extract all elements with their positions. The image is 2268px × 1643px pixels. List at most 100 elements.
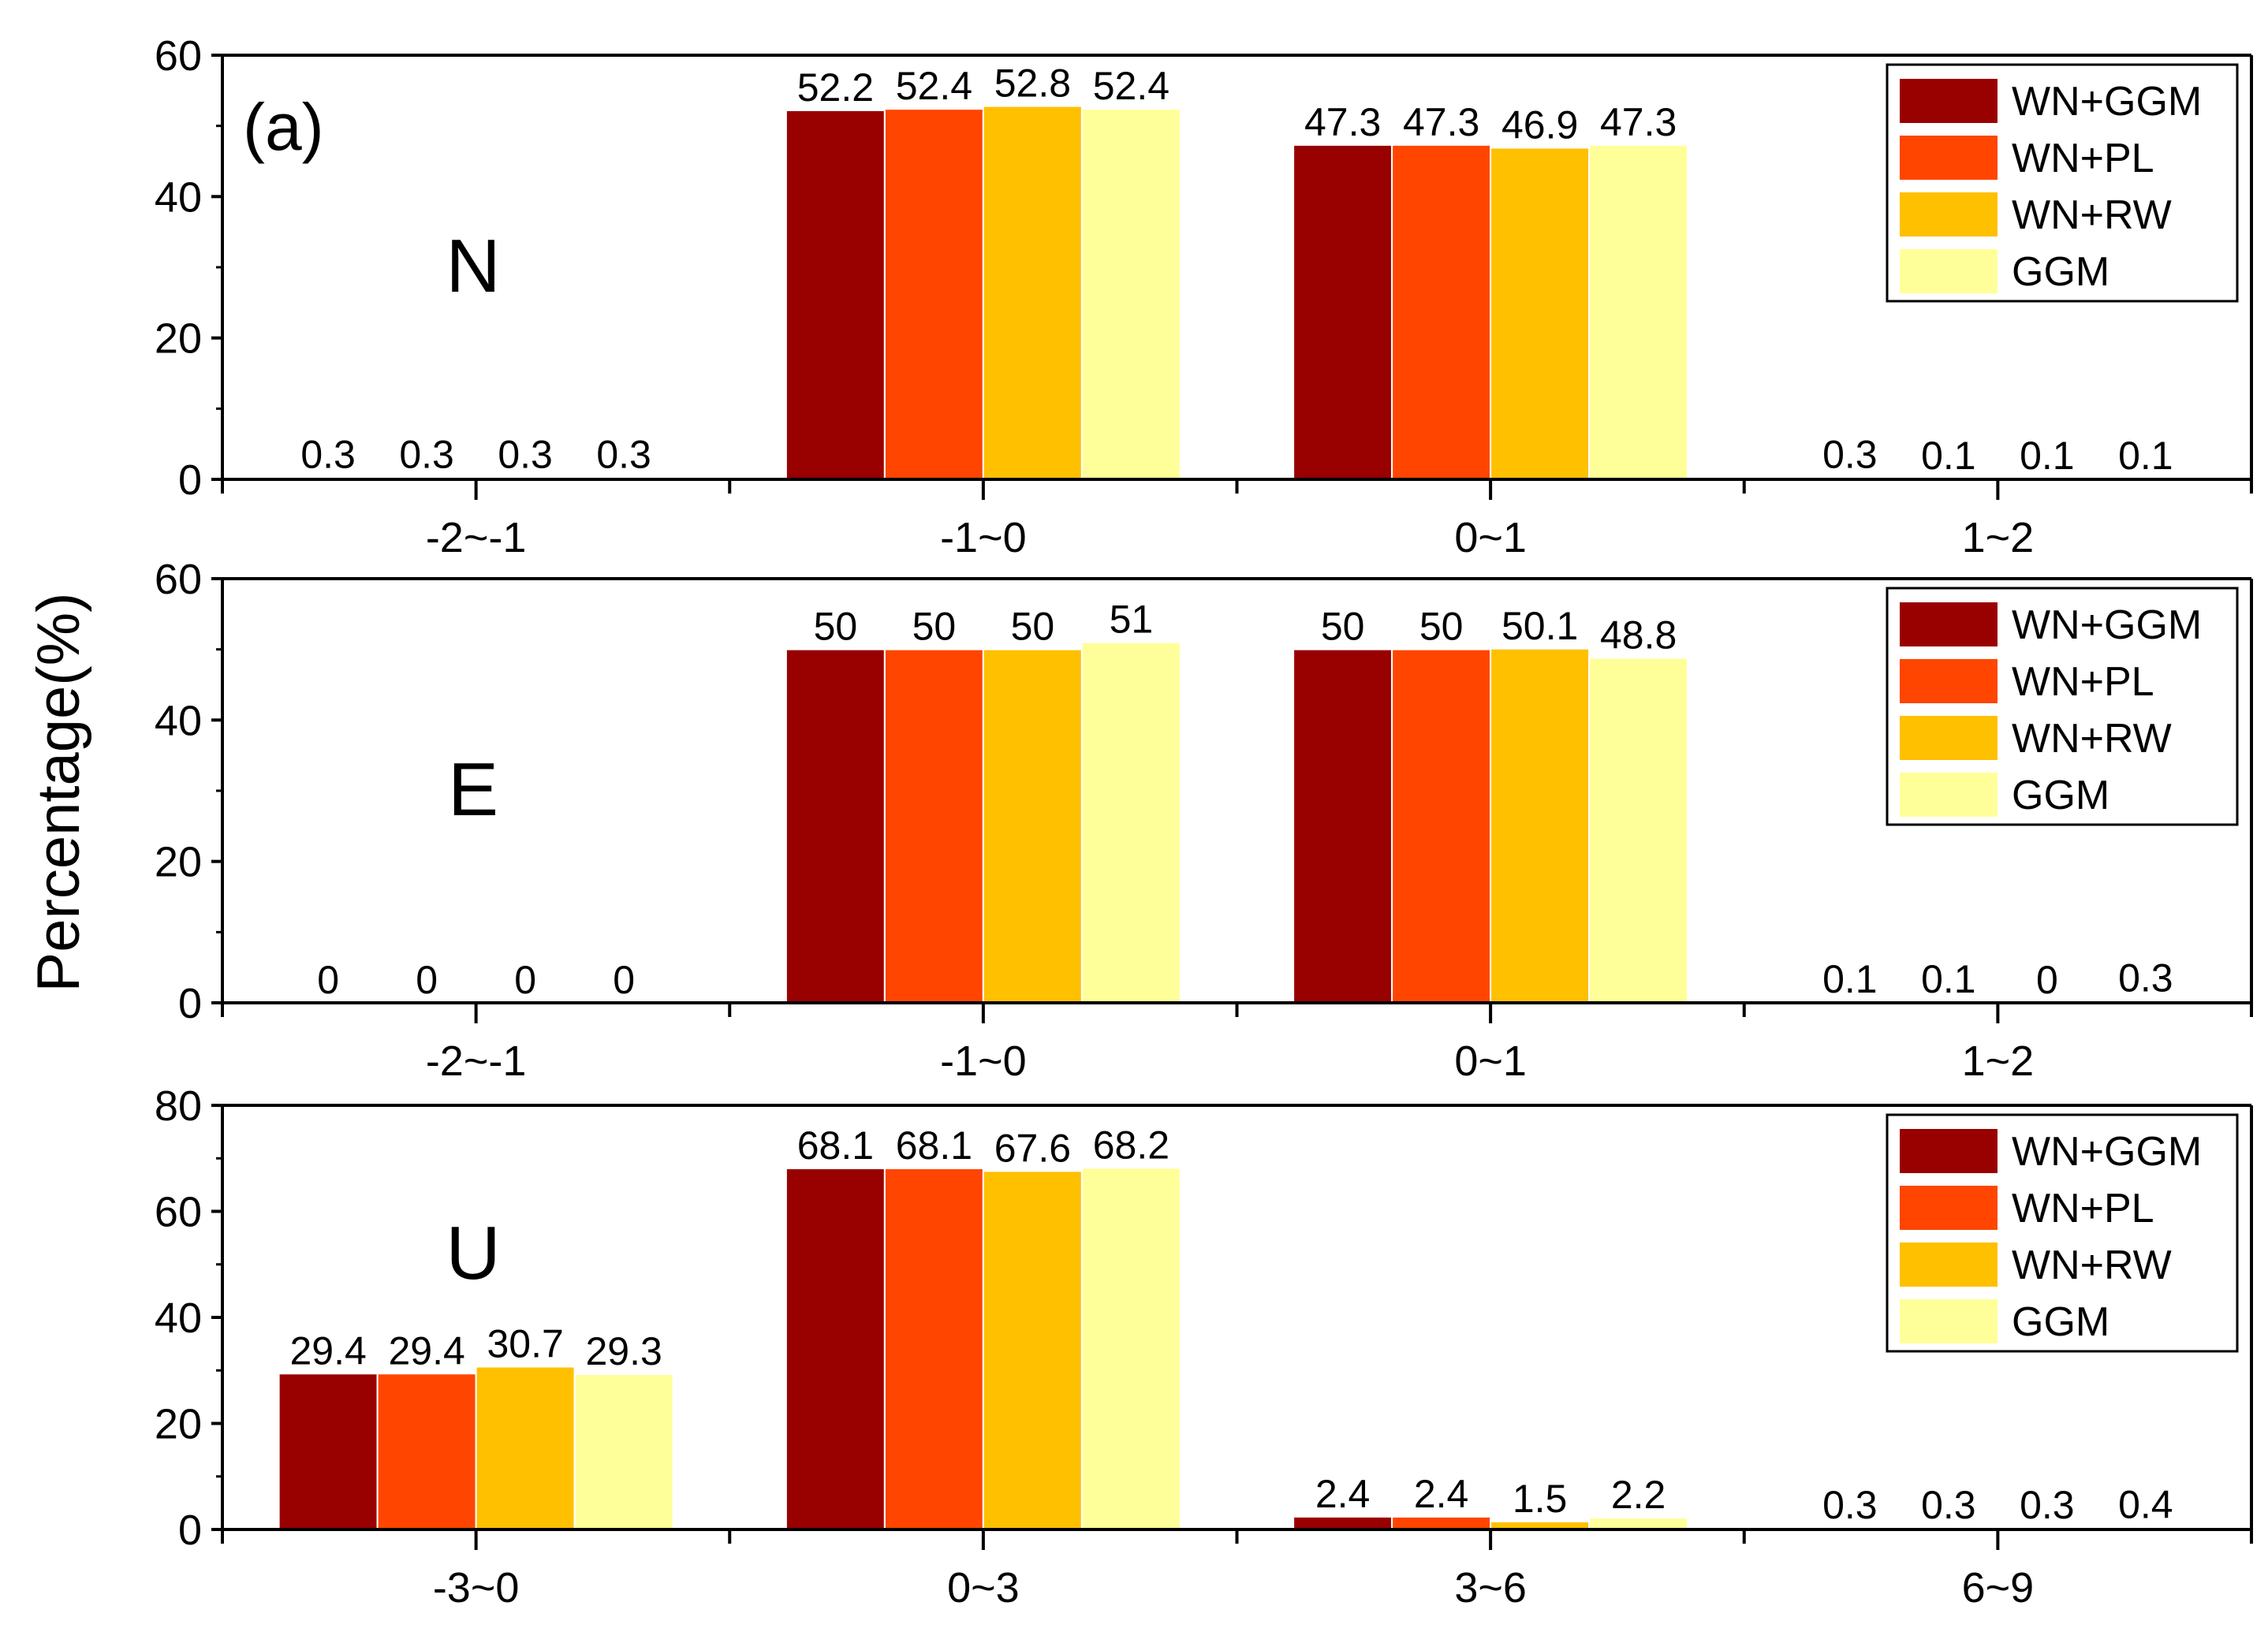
data-label: 0 bbox=[514, 958, 536, 1002]
legend: WN+GGM WN+PL WN+RW GGM bbox=[1886, 587, 2239, 826]
chart-panel-1: 0.3 52.2 47.3 0.3 0.3 52.4 47.3 0.1 0.3 52.8 46.9 0… bbox=[155, 32, 2253, 561]
data-label: 0.3 bbox=[1822, 1483, 1878, 1527]
data-label: 0.1 bbox=[2020, 434, 2075, 478]
data-label: 50.1 bbox=[1501, 604, 1578, 648]
data-label: 0.1 bbox=[1921, 957, 1976, 1001]
legend-swatch bbox=[1900, 1242, 1998, 1287]
y-tick-label: 20 bbox=[155, 1401, 202, 1448]
component-label: N bbox=[446, 224, 500, 308]
data-label: 50 bbox=[1011, 605, 1055, 649]
bar bbox=[1588, 143, 1689, 480]
data-label: 67.6 bbox=[994, 1126, 1071, 1170]
bar bbox=[785, 1168, 886, 1530]
data-label: 50 bbox=[912, 605, 957, 649]
legend-swatch bbox=[1900, 659, 1998, 703]
data-label: 68.1 bbox=[797, 1123, 874, 1168]
legend-label: GGM bbox=[2012, 249, 2109, 295]
y-tick-label: 0 bbox=[178, 980, 202, 1027]
legend-label: GGM bbox=[2012, 773, 2109, 818]
legend-swatch bbox=[1900, 773, 1998, 817]
bar bbox=[1391, 143, 1492, 480]
bar bbox=[1588, 657, 1689, 1004]
legend: WN+GGM WN+PL WN+RW GGM bbox=[1886, 1113, 2239, 1353]
bar bbox=[1293, 1515, 1393, 1530]
legend-swatch bbox=[1900, 1186, 1998, 1230]
data-label: 51 bbox=[1110, 598, 1154, 642]
data-label: 0.3 bbox=[596, 432, 651, 476]
x-tick-label: 0~1 bbox=[1454, 1038, 1527, 1085]
bar bbox=[475, 1365, 576, 1530]
y-tick-label: 60 bbox=[155, 1189, 202, 1236]
data-label: 0.3 bbox=[1822, 432, 1878, 476]
data-label: 47.3 bbox=[1600, 100, 1677, 144]
y-tick-label: 20 bbox=[155, 315, 202, 363]
bar bbox=[1293, 648, 1393, 1004]
data-label: 52.8 bbox=[994, 61, 1071, 106]
bar bbox=[883, 648, 984, 1004]
x-tick-label: -2~-1 bbox=[426, 514, 527, 561]
bar bbox=[982, 1170, 1083, 1530]
data-label: 30.7 bbox=[487, 1322, 563, 1366]
data-label: 2.2 bbox=[1611, 1473, 1666, 1517]
legend-swatch bbox=[1900, 136, 1998, 180]
data-label: 46.9 bbox=[1501, 102, 1578, 147]
x-tick-label: -1~0 bbox=[940, 514, 1027, 561]
data-label: 0 bbox=[317, 958, 339, 1002]
x-tick-label: 6~9 bbox=[1962, 1564, 2035, 1611]
x-tick-label: -3~0 bbox=[433, 1564, 520, 1611]
legend-label: WN+GGM bbox=[2012, 1129, 2202, 1175]
bar bbox=[376, 1373, 477, 1531]
legend-label: WN+RW bbox=[2012, 716, 2172, 762]
bar bbox=[1080, 641, 1181, 1004]
bar bbox=[1293, 143, 1393, 480]
y-tick-label: 40 bbox=[155, 1295, 202, 1342]
bar bbox=[785, 109, 886, 480]
data-label: 50 bbox=[814, 605, 858, 649]
legend-swatch bbox=[1900, 79, 1998, 123]
bar bbox=[1080, 108, 1181, 480]
x-tick-label: 1~2 bbox=[1962, 1038, 2035, 1085]
data-label: 2.4 bbox=[1414, 1472, 1469, 1516]
x-tick-label: 1~2 bbox=[1962, 514, 2035, 561]
data-label: 0 bbox=[2036, 958, 2058, 1002]
legend-swatch bbox=[1900, 1129, 1998, 1173]
y-tick-label: 20 bbox=[155, 839, 202, 886]
x-tick-label: -2~-1 bbox=[426, 1038, 527, 1085]
data-label: 0.1 bbox=[2118, 434, 2173, 478]
bar bbox=[883, 1168, 984, 1530]
legend-label: WN+PL bbox=[2012, 659, 2154, 705]
data-label: 0.1 bbox=[1822, 957, 1878, 1001]
data-label: 29.3 bbox=[585, 1329, 662, 1373]
data-label: 52.2 bbox=[797, 65, 874, 110]
data-label: 0.3 bbox=[498, 432, 553, 476]
bar bbox=[883, 108, 984, 480]
chart-panel-2: 0 50 50 0.1 0 50 50 0.1 0 50 50.1 0 0 51 48.8 0.3 0 20 40 6… bbox=[155, 556, 2253, 1085]
bar bbox=[573, 1373, 674, 1531]
y-tick-label: 60 bbox=[155, 32, 202, 80]
chart-panel-3: 29.4 68.1 2.4 0.3 29.4 68.1 2.4 0.3 30.7 67.6 1.5 0… bbox=[155, 1082, 2253, 1611]
y-tick-label: 0 bbox=[178, 1507, 202, 1554]
legend-swatch bbox=[1900, 1299, 1998, 1343]
bar bbox=[982, 105, 1083, 480]
legend-label: WN+PL bbox=[2012, 136, 2154, 181]
data-label: 52.4 bbox=[896, 64, 972, 108]
x-tick-label: 0~3 bbox=[947, 1564, 1020, 1611]
legend-label: WN+RW bbox=[2012, 1242, 2172, 1288]
component-label: E bbox=[448, 747, 498, 832]
data-label: 68.2 bbox=[1093, 1123, 1169, 1167]
x-tick-label: 3~6 bbox=[1454, 1564, 1527, 1611]
legend-label: WN+GGM bbox=[2012, 602, 2202, 648]
bar bbox=[1080, 1167, 1181, 1530]
data-label: 2.4 bbox=[1315, 1472, 1371, 1516]
legend-label: WN+GGM bbox=[2012, 79, 2202, 125]
bar bbox=[1490, 647, 1591, 1004]
bar bbox=[1490, 147, 1591, 480]
component-label: U bbox=[446, 1211, 500, 1295]
data-label: 47.3 bbox=[1304, 100, 1381, 144]
legend-label: WN+PL bbox=[2012, 1186, 2154, 1231]
data-label: 50 bbox=[1419, 605, 1464, 649]
y-tick-label: 0 bbox=[178, 456, 202, 504]
data-label: 48.8 bbox=[1600, 613, 1677, 657]
data-label: 29.4 bbox=[289, 1328, 366, 1373]
